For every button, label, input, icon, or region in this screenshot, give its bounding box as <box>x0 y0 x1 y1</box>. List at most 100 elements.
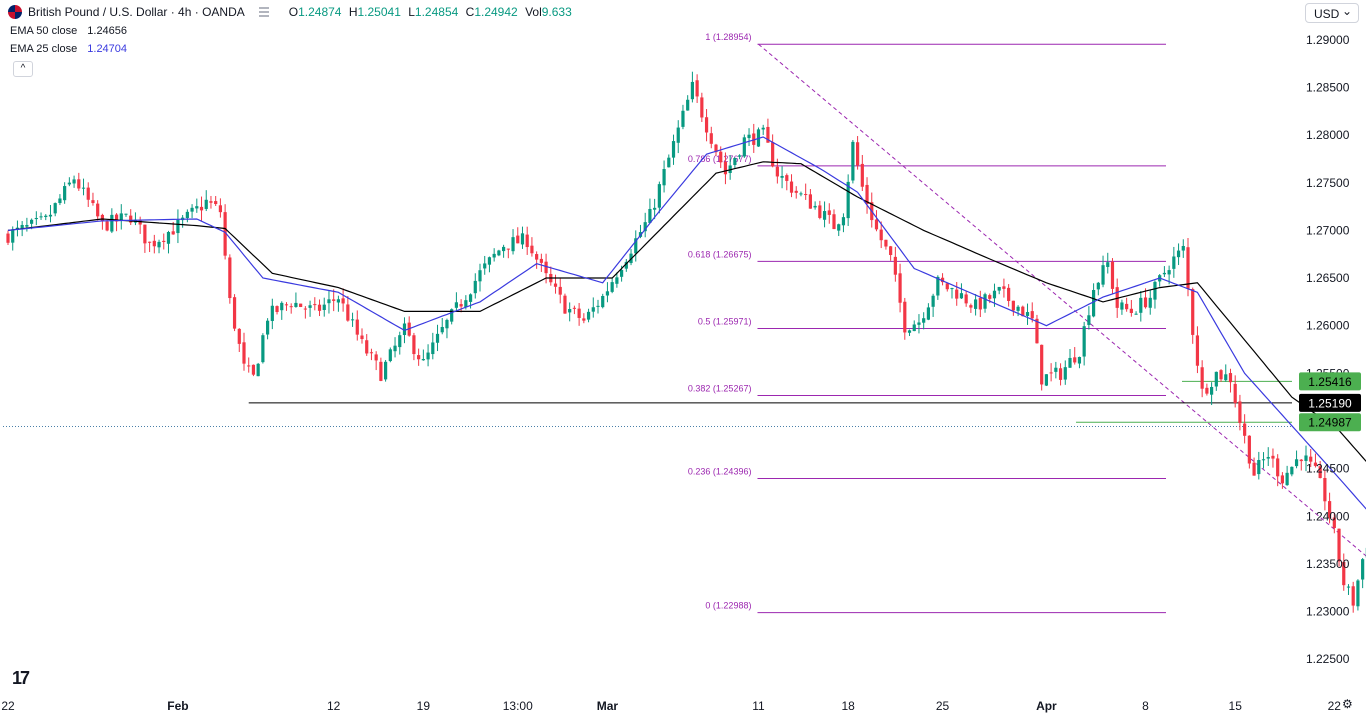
candle-body <box>1224 374 1228 381</box>
candle-body <box>596 305 600 307</box>
candle-body <box>81 187 86 189</box>
candle-body <box>1181 245 1185 251</box>
candle-body <box>709 133 713 144</box>
candle-body <box>435 333 440 343</box>
ema25-legend[interactable]: EMA 25 close 1.24704 <box>10 43 128 55</box>
collapse-legend-button[interactable]: ^ <box>13 61 33 77</box>
candle-body <box>1266 457 1270 459</box>
candle-body <box>997 286 1001 291</box>
candle-body <box>299 303 303 307</box>
candle-body <box>48 214 53 217</box>
settings-gear-icon[interactable]: ⚙ <box>1342 697 1353 711</box>
ema50-legend[interactable]: EMA 50 close 1.24656 <box>10 25 128 37</box>
candle-body <box>1233 383 1237 404</box>
candle-body <box>30 219 34 224</box>
candle-body <box>1162 272 1166 275</box>
candle-body <box>723 161 728 175</box>
candle-body <box>856 142 860 166</box>
candle-body <box>822 211 827 220</box>
candle-body <box>511 237 515 252</box>
ema-lines <box>7 136 1366 510</box>
candle-body <box>601 296 605 308</box>
candle-body <box>978 297 982 310</box>
candle-body <box>445 319 449 329</box>
candle-body <box>1285 472 1289 486</box>
candle-body <box>1115 287 1119 308</box>
candle-body <box>926 307 930 320</box>
ema25-line <box>7 136 1366 510</box>
candle-body <box>568 309 572 313</box>
candle-body <box>516 235 520 244</box>
candle-body <box>1016 306 1020 311</box>
candle-body <box>1304 455 1308 461</box>
candle-body <box>884 239 888 247</box>
candle-body <box>1186 247 1190 289</box>
candle-body <box>988 295 992 299</box>
candle-body <box>317 304 322 311</box>
candle-body <box>1351 586 1355 606</box>
x-tick-label: Mar <box>597 699 619 713</box>
y-tick-label: 1.27000 <box>1306 223 1350 237</box>
candle-body <box>912 324 916 332</box>
candle-body <box>369 352 374 354</box>
menu-icon[interactable] <box>258 7 269 17</box>
candle-body <box>1342 561 1346 586</box>
candle-body <box>922 318 926 323</box>
candle-body <box>232 297 237 329</box>
candle-body <box>209 201 213 203</box>
candle-body <box>1049 372 1053 374</box>
candle-body <box>1030 311 1034 319</box>
x-tick-label: 19 <box>417 699 431 713</box>
candle-body <box>91 200 95 204</box>
y-tick-label: 1.28500 <box>1306 80 1350 94</box>
candle-body <box>355 319 359 335</box>
candle-body <box>733 158 737 165</box>
candle-body <box>105 221 109 231</box>
price-axis[interactable]: 1.29000 1.28500 1.28000 1.27500 1.27000 1.265… <box>1306 33 1350 666</box>
candle-body <box>502 246 506 252</box>
price-label-box <box>1299 413 1361 432</box>
candle-body <box>1058 368 1063 380</box>
symbol-title[interactable]: British Pound / U.S. Dollar · 4h · OANDA <box>28 5 245 19</box>
symbol-header: British Pound / U.S. Dollar · 4h · OANDA… <box>8 5 572 19</box>
candle-body <box>176 219 180 234</box>
x-tick-label: 22 <box>1328 699 1342 713</box>
y-tick-label: 1.27500 <box>1306 176 1350 190</box>
candle-body <box>860 163 864 187</box>
currency-select[interactable]: USD <box>1305 1 1359 23</box>
y-tick-label: 1.24000 <box>1306 509 1350 523</box>
candle-body <box>610 282 614 292</box>
candle-body <box>558 286 562 295</box>
candle-body <box>308 305 312 308</box>
candle-body <box>473 280 477 294</box>
candle-body <box>1021 306 1025 317</box>
candle-body <box>1148 297 1152 308</box>
candle-body <box>185 211 189 219</box>
candle-body <box>955 289 959 299</box>
candle-body <box>582 318 586 321</box>
candle-body <box>280 302 284 311</box>
candle-body <box>1210 386 1214 395</box>
candle-body <box>1068 357 1072 368</box>
candle-body <box>1002 286 1006 289</box>
tradingview-logo-icon[interactable]: 17 <box>12 668 30 688</box>
candle-body <box>1337 528 1341 562</box>
candle-body <box>303 308 307 310</box>
candle-body <box>1092 289 1096 317</box>
candle-body <box>851 141 855 181</box>
candle-body <box>497 250 501 256</box>
candle-body <box>813 205 817 208</box>
candle-body <box>360 335 364 340</box>
candle-body <box>1328 501 1332 519</box>
candle-body <box>218 205 222 213</box>
candle-body <box>1290 466 1294 475</box>
candle-body <box>195 206 199 209</box>
candle-body <box>1323 478 1327 502</box>
candle-body <box>1172 256 1176 269</box>
candle-body <box>1361 559 1365 580</box>
candle-body <box>657 184 661 208</box>
price-label-text: 1.24987 <box>1308 416 1352 430</box>
candle-body <box>247 365 251 367</box>
